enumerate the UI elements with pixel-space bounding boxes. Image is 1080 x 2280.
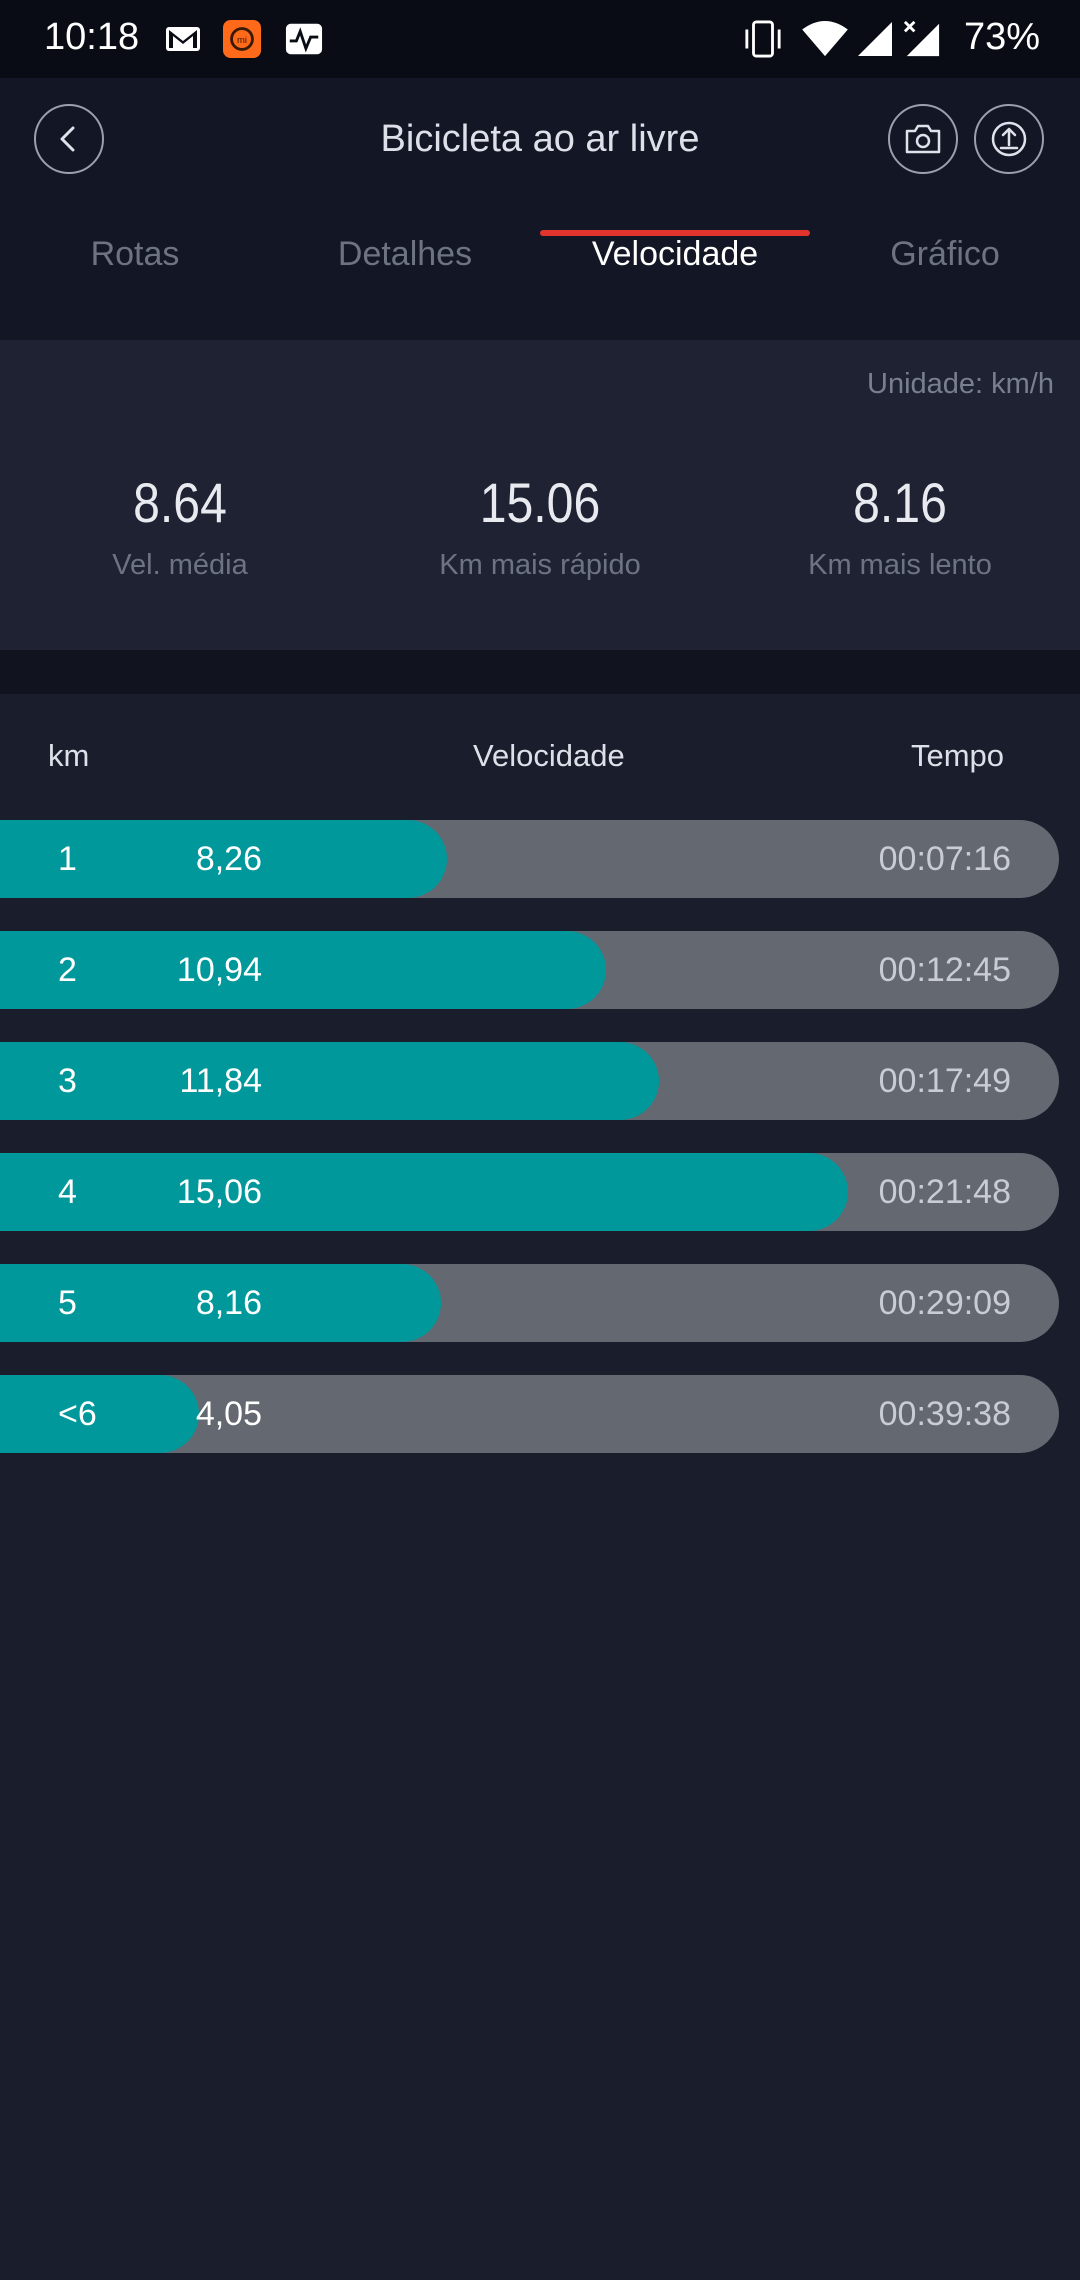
stat-average-speed: 8.64 Vel. média [0, 470, 360, 582]
tab-rotas[interactable]: Rotas [90, 235, 180, 273]
split-time: 00:12:45 [878, 951, 1011, 989]
vibrate-icon [745, 20, 781, 58]
speed-bar-fill [0, 1042, 659, 1120]
signal-no-data-icon [903, 20, 940, 57]
stat-label: Km mais rápido [439, 549, 641, 581]
camera-icon [905, 124, 941, 154]
status-time: 10:18 [44, 16, 140, 58]
split-row: 2 10,94 00:12:45 [0, 931, 1059, 1009]
split-speed: 8,26 [195, 840, 262, 878]
stat-value: 15.06 [479, 471, 601, 534]
tab-grafico[interactable]: Gráfico [890, 235, 1000, 273]
stat-slowest-km: 8.16 Km mais lento [720, 470, 1080, 582]
stat-label: Km mais lento [808, 549, 992, 581]
stat-fastest-km: 15.06 Km mais rápido [360, 470, 720, 582]
app-header: Bicicleta ao ar livre Rotas Detalhes Vel… [0, 78, 1080, 340]
column-header-time: Tempo [910, 738, 1004, 773]
stat-value: 8.16 [853, 471, 947, 534]
split-km: 1 [58, 840, 77, 878]
split-km: 5 [58, 1284, 77, 1322]
tab-bar: Rotas Detalhes Velocidade Gráfico [0, 218, 1080, 318]
split-km: <6 [58, 1395, 97, 1433]
split-row: <6 4,05 00:39:38 [0, 1375, 1059, 1453]
activity-icon [285, 23, 323, 55]
chevron-left-icon [60, 126, 75, 152]
split-row: 4 15,06 00:21:48 [0, 1153, 1059, 1231]
split-time: 00:07:16 [878, 840, 1011, 878]
split-time: 00:39:38 [878, 1395, 1011, 1433]
status-bar: 10:18 mi 73% [0, 0, 1080, 78]
page-title: Bicicleta ao ar livre [380, 118, 700, 160]
split-km: 3 [58, 1062, 77, 1100]
signal-icon [858, 22, 892, 56]
speed-bar-fill [0, 820, 447, 898]
split-row: 3 11,84 00:17:49 [0, 1042, 1059, 1120]
split-km: 4 [58, 1173, 77, 1211]
battery-percent: 73% [963, 16, 1040, 58]
section-divider [0, 650, 1080, 694]
mi-fit-icon: mi [223, 20, 261, 58]
split-km: 2 [58, 951, 77, 989]
speed-bar-fill [0, 1153, 848, 1231]
split-table: km Velocidade Tempo 1 8,26 00:07:16 2 10,94 0… [0, 694, 1080, 2280]
wifi-icon [802, 20, 848, 57]
speed-bar-fill [0, 931, 606, 1009]
split-time: 00:21:48 [878, 1173, 1011, 1211]
speed-bar-fill [0, 1375, 199, 1453]
stat-value: 8.64 [133, 471, 227, 534]
speed-bar-fill [0, 1264, 441, 1342]
split-time: 00:29:09 [878, 1284, 1011, 1322]
speed-summary: Unidade: km/h 8.64 Vel. média 15.06 Km m… [0, 340, 1080, 650]
split-speed: 10,94 [176, 951, 262, 989]
gmail-icon [166, 27, 200, 51]
column-header-km: km [48, 738, 90, 773]
tab-velocidade[interactable]: Velocidade [591, 235, 759, 273]
share-button[interactable] [974, 104, 1044, 174]
svg-text:mi: mi [237, 35, 247, 46]
column-header-speed: Velocidade [473, 738, 625, 773]
tab-detalhes[interactable]: Detalhes [337, 235, 473, 273]
camera-button[interactable] [888, 104, 958, 174]
split-speed: 4,05 [195, 1395, 262, 1433]
stat-label: Vel. média [112, 549, 248, 581]
split-speed: 15,06 [176, 1173, 262, 1211]
unit-label: Unidade: km/h [867, 368, 1054, 400]
back-button[interactable] [34, 104, 104, 174]
split-row: 5 8,16 00:29:09 [0, 1264, 1059, 1342]
split-time: 00:17:49 [878, 1062, 1011, 1100]
upload-icon [991, 121, 1027, 157]
split-speed: 8,16 [195, 1284, 262, 1322]
active-tab-indicator [540, 230, 810, 236]
split-speed: 11,84 [179, 1062, 262, 1100]
split-row: 1 8,26 00:07:16 [0, 820, 1059, 898]
